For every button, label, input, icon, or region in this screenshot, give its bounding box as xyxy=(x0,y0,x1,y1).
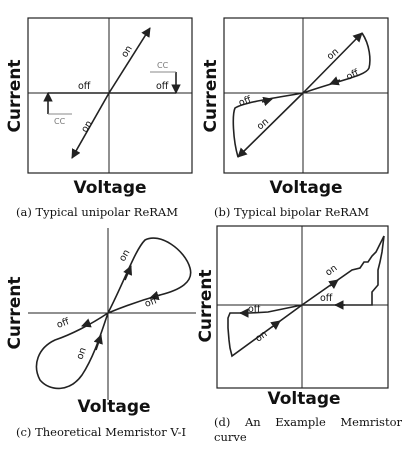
panel-b-off-upper-curve xyxy=(302,32,371,94)
panel-a: on on off off CC CC Voltage Current (a) … xyxy=(5,17,193,219)
panel-b-frame xyxy=(223,17,389,174)
panel-a-on-lower-curve xyxy=(71,92,110,159)
panel-d-on-lower-arrow xyxy=(270,320,281,331)
panel-b-off-upper-label: off xyxy=(345,67,361,82)
panel-d-on-upper-arrow xyxy=(328,279,339,290)
panel-d-loop-lower-curve xyxy=(227,304,303,358)
panel-b-on-upper-curve xyxy=(302,32,363,94)
panel-d-x-label: Voltage xyxy=(267,389,340,409)
panel-a-on-upper-curve xyxy=(108,27,151,94)
panel-a-y-label: Current xyxy=(5,59,25,132)
panel-d-on-upper-label: on xyxy=(323,263,339,279)
panel-c-off-lower-arrow xyxy=(81,318,92,328)
panel-b-y-label: Current xyxy=(201,59,221,132)
panel-c-on-upper-label: on xyxy=(117,248,132,264)
panel-a-frame xyxy=(27,17,193,174)
panel-b-x-label: Voltage xyxy=(269,178,342,198)
panel-d-caption-line1: (d) An Example Memristor xyxy=(214,415,403,429)
panel-c-y-label: Current xyxy=(5,276,25,349)
panel-a-on-lower-label: on xyxy=(79,119,95,135)
panel-b-off-upper-arrow xyxy=(329,76,341,86)
panel-c-off-lower-label: off xyxy=(55,316,71,331)
panel-b-on-upper-label: on xyxy=(325,46,341,62)
panel-c: on off off on Voltage Current (c) Theore… xyxy=(5,228,196,439)
panel-d-y-label: Current xyxy=(196,269,216,342)
panel-a-off-left-label: off xyxy=(78,81,91,92)
panel-a-caption: (a) Typical unipolar ReRAM xyxy=(16,205,178,219)
panel-a-x-label: Voltage xyxy=(73,178,146,198)
panel-c-on-lower-arrow xyxy=(93,334,103,351)
panel-d-off-upper-curve xyxy=(302,235,385,306)
panel-b-off-lower-curve xyxy=(232,92,304,158)
panel-d: on off off on Voltage Current (d) An Exa… xyxy=(196,225,403,444)
panel-b-caption: (b) Typical bipolar ReRAM xyxy=(214,205,369,219)
panel-c-off-upper-label: off xyxy=(143,295,159,310)
panel-c-loop-curve xyxy=(35,237,192,390)
panel-b-on-lower-label: on xyxy=(255,116,271,132)
panel-c-on-lower-label: on xyxy=(74,346,88,361)
panel-a-off-right-label: off xyxy=(156,81,169,92)
panel-b-off-lower-label: off xyxy=(237,94,253,109)
panel-a-on-upper-label: on xyxy=(119,44,135,60)
panel-b: on off off on Voltage Current (b) Typica… xyxy=(201,17,389,219)
panel-a-cc-lower-label: CC xyxy=(54,117,66,126)
panel-b-on-lower-curve xyxy=(237,92,304,158)
panel-d-on-upper-curve xyxy=(301,235,385,306)
panel-d-off-upper-label: off xyxy=(320,293,333,304)
panel-c-off-upper-arrow xyxy=(149,290,161,301)
panel-b-off-lower-arrow xyxy=(261,96,273,107)
panel-c-x-label: Voltage xyxy=(77,397,150,417)
panel-c-caption: (c) Theoretical Memristor V-I xyxy=(16,425,186,439)
panel-d-off-lower-label: off xyxy=(248,304,261,315)
panel-a-cc-upper-label: CC xyxy=(157,61,169,70)
panel-c-on-upper-arrow xyxy=(123,265,133,281)
panel-d-caption-line2: curve xyxy=(214,430,247,444)
